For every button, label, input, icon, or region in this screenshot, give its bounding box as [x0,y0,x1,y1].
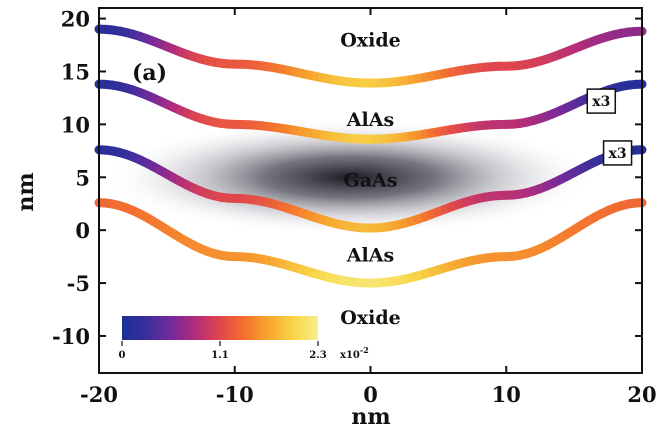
panel-label: (a) [132,60,167,86]
x-tick-label: -20 [80,382,118,407]
interface-curve-3 [94,145,647,233]
scale-tag-label: x3 [592,94,610,110]
y-tick-label: 15 [61,59,90,84]
y-tick-label: 0 [75,218,90,243]
interface-curve-4 [94,198,647,288]
region-label-alas: AlAs [346,245,394,267]
region-label-oxide: Oxide [340,307,400,329]
y-tick-label: 20 [61,7,90,32]
colorbar-gradient [122,316,318,340]
x-tick-label: 0 [363,382,378,407]
scale-tag-box [586,88,617,114]
scale-tag-label: x3 [609,146,627,162]
scale-tag-box [602,140,633,166]
colorbar-tick-label: 2.3 [309,350,326,361]
colorbar-tick-label: 1.1 [211,350,228,361]
colorbar-ticks: 0 1.1 2.3 [119,341,327,361]
interface-curve-1 [94,24,647,88]
interface-curves [94,24,647,288]
region-label-oxide: Oxide [340,30,400,52]
y-tick-label: -5 [67,271,90,296]
interface-curve-2 [94,79,647,144]
y-tick-label: -10 [52,324,90,349]
gaas-density-map [103,119,598,236]
region-label-gaas: GaAs [344,169,398,191]
scale-tags: x3 x3 [586,88,633,166]
x-tick-label: 20 [627,382,656,407]
x-axis-title: nm [351,404,390,430]
y-axis-title: nm [13,172,39,211]
scale-tag: x3 [586,88,617,114]
colorbar-units-base: x10 [340,350,360,361]
colorbar-tick-label: 0 [119,350,126,361]
region-labels: Oxide AlAs GaAs AlAs Oxide [340,30,400,329]
colorbar: 0 1.1 2.3 x10-2 [119,316,369,361]
y-tick-label: 5 [75,165,90,190]
colorbar-units: x10-2 [340,345,369,361]
scale-tag: x3 [602,140,633,166]
gaas-density-cloud [103,119,598,236]
x-tick-label: 10 [492,382,521,407]
y-tick-label: 10 [61,112,90,137]
region-label-alas: AlAs [346,109,394,131]
colorbar-units-exponent: -2 [360,345,369,355]
x-tick-label: -10 [216,382,254,407]
